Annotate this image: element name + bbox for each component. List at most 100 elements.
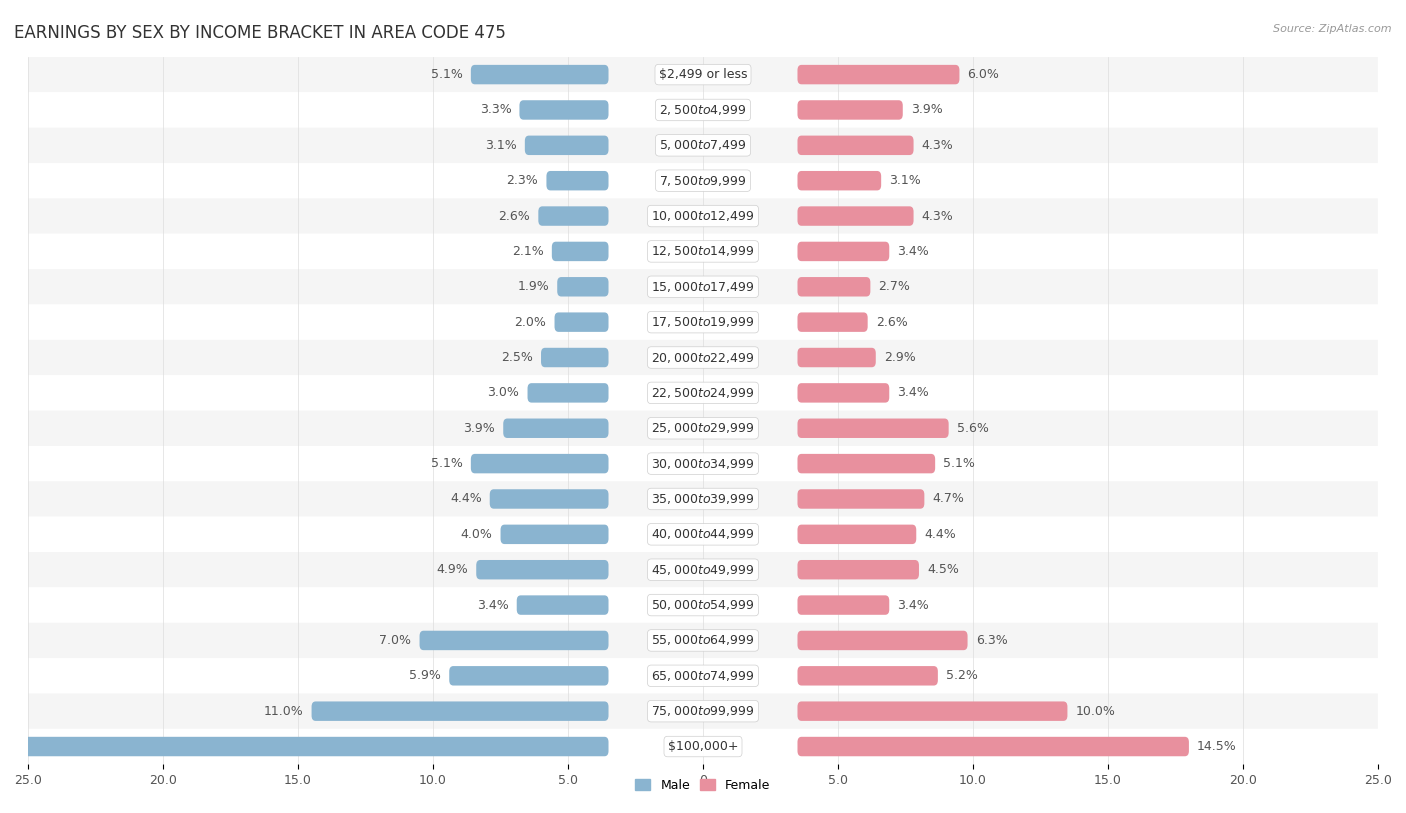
Text: 4.4%: 4.4% (450, 493, 482, 506)
Text: $40,000 to $44,999: $40,000 to $44,999 (651, 528, 755, 541)
Text: 3.4%: 3.4% (897, 386, 929, 399)
Text: 2.7%: 2.7% (879, 280, 910, 293)
FancyBboxPatch shape (28, 587, 1378, 623)
Legend: Male, Female: Male, Female (630, 774, 776, 797)
FancyBboxPatch shape (28, 446, 1378, 481)
Text: $22,500 to $24,999: $22,500 to $24,999 (651, 386, 755, 400)
FancyBboxPatch shape (28, 481, 1378, 517)
Text: 3.9%: 3.9% (911, 103, 942, 116)
Text: 4.3%: 4.3% (922, 210, 953, 223)
FancyBboxPatch shape (797, 560, 920, 580)
Text: 3.0%: 3.0% (488, 386, 519, 399)
FancyBboxPatch shape (28, 517, 1378, 552)
FancyBboxPatch shape (797, 100, 903, 120)
Text: 10.0%: 10.0% (1076, 705, 1115, 718)
Text: 2.9%: 2.9% (884, 351, 915, 364)
Text: $35,000 to $39,999: $35,000 to $39,999 (651, 492, 755, 506)
FancyBboxPatch shape (538, 207, 609, 226)
FancyBboxPatch shape (797, 348, 876, 367)
Text: 2.6%: 2.6% (499, 210, 530, 223)
FancyBboxPatch shape (797, 136, 914, 155)
FancyBboxPatch shape (797, 737, 1189, 756)
Text: $2,499 or less: $2,499 or less (659, 68, 747, 81)
FancyBboxPatch shape (28, 693, 1378, 729)
FancyBboxPatch shape (28, 411, 1378, 446)
Text: Source: ZipAtlas.com: Source: ZipAtlas.com (1274, 24, 1392, 34)
Text: 4.9%: 4.9% (436, 563, 468, 576)
FancyBboxPatch shape (554, 312, 609, 332)
Text: 11.0%: 11.0% (264, 705, 304, 718)
FancyBboxPatch shape (312, 702, 609, 721)
FancyBboxPatch shape (797, 277, 870, 297)
FancyBboxPatch shape (419, 631, 609, 650)
FancyBboxPatch shape (557, 277, 609, 297)
FancyBboxPatch shape (28, 623, 1378, 659)
Text: $75,000 to $99,999: $75,000 to $99,999 (651, 704, 755, 718)
Text: 2.1%: 2.1% (512, 245, 544, 258)
FancyBboxPatch shape (471, 454, 609, 473)
Text: 3.4%: 3.4% (897, 598, 929, 611)
Text: 3.4%: 3.4% (897, 245, 929, 258)
Text: 5.1%: 5.1% (430, 68, 463, 81)
FancyBboxPatch shape (450, 666, 609, 685)
Text: EARNINGS BY SEX BY INCOME BRACKET IN AREA CODE 475: EARNINGS BY SEX BY INCOME BRACKET IN ARE… (14, 24, 506, 42)
FancyBboxPatch shape (501, 524, 609, 544)
Text: 3.1%: 3.1% (485, 139, 517, 152)
Text: 4.0%: 4.0% (461, 528, 492, 541)
Text: $30,000 to $34,999: $30,000 to $34,999 (651, 457, 755, 471)
Text: 3.9%: 3.9% (464, 422, 495, 435)
Text: 3.3%: 3.3% (479, 103, 512, 116)
Text: 5.2%: 5.2% (946, 669, 977, 682)
FancyBboxPatch shape (547, 171, 609, 190)
Text: 7.0%: 7.0% (380, 634, 412, 647)
FancyBboxPatch shape (797, 207, 914, 226)
Text: 6.0%: 6.0% (967, 68, 1000, 81)
FancyBboxPatch shape (541, 348, 609, 367)
Text: $45,000 to $49,999: $45,000 to $49,999 (651, 563, 755, 576)
FancyBboxPatch shape (28, 57, 1378, 92)
FancyBboxPatch shape (489, 489, 609, 509)
Text: $15,000 to $17,499: $15,000 to $17,499 (651, 280, 755, 293)
FancyBboxPatch shape (1, 737, 609, 756)
Text: 5.1%: 5.1% (943, 457, 976, 470)
Text: $17,500 to $19,999: $17,500 to $19,999 (651, 315, 755, 329)
Text: $65,000 to $74,999: $65,000 to $74,999 (651, 669, 755, 683)
FancyBboxPatch shape (797, 241, 889, 261)
Text: 5.1%: 5.1% (430, 457, 463, 470)
FancyBboxPatch shape (28, 163, 1378, 198)
FancyBboxPatch shape (28, 269, 1378, 304)
FancyBboxPatch shape (28, 375, 1378, 411)
Text: 1.9%: 1.9% (517, 280, 550, 293)
Text: $55,000 to $64,999: $55,000 to $64,999 (651, 633, 755, 647)
FancyBboxPatch shape (797, 171, 882, 190)
Text: $12,500 to $14,999: $12,500 to $14,999 (651, 245, 755, 259)
FancyBboxPatch shape (797, 454, 935, 473)
FancyBboxPatch shape (28, 233, 1378, 269)
FancyBboxPatch shape (28, 304, 1378, 340)
FancyBboxPatch shape (797, 595, 889, 615)
FancyBboxPatch shape (28, 92, 1378, 128)
Text: 5.9%: 5.9% (409, 669, 441, 682)
FancyBboxPatch shape (527, 383, 609, 402)
FancyBboxPatch shape (797, 312, 868, 332)
Text: 4.7%: 4.7% (932, 493, 965, 506)
Text: $5,000 to $7,499: $5,000 to $7,499 (659, 138, 747, 152)
FancyBboxPatch shape (551, 241, 609, 261)
Text: 4.4%: 4.4% (924, 528, 956, 541)
FancyBboxPatch shape (503, 419, 609, 438)
FancyBboxPatch shape (477, 560, 609, 580)
FancyBboxPatch shape (28, 198, 1378, 233)
Text: 2.6%: 2.6% (876, 315, 907, 328)
FancyBboxPatch shape (797, 631, 967, 650)
FancyBboxPatch shape (519, 100, 609, 120)
Text: 2.5%: 2.5% (501, 351, 533, 364)
Text: 5.6%: 5.6% (956, 422, 988, 435)
FancyBboxPatch shape (28, 659, 1378, 693)
Text: 4.5%: 4.5% (927, 563, 959, 576)
Text: 6.3%: 6.3% (976, 634, 1008, 647)
FancyBboxPatch shape (797, 524, 917, 544)
FancyBboxPatch shape (797, 489, 924, 509)
FancyBboxPatch shape (524, 136, 609, 155)
Text: $100,000+: $100,000+ (668, 740, 738, 753)
FancyBboxPatch shape (28, 340, 1378, 375)
